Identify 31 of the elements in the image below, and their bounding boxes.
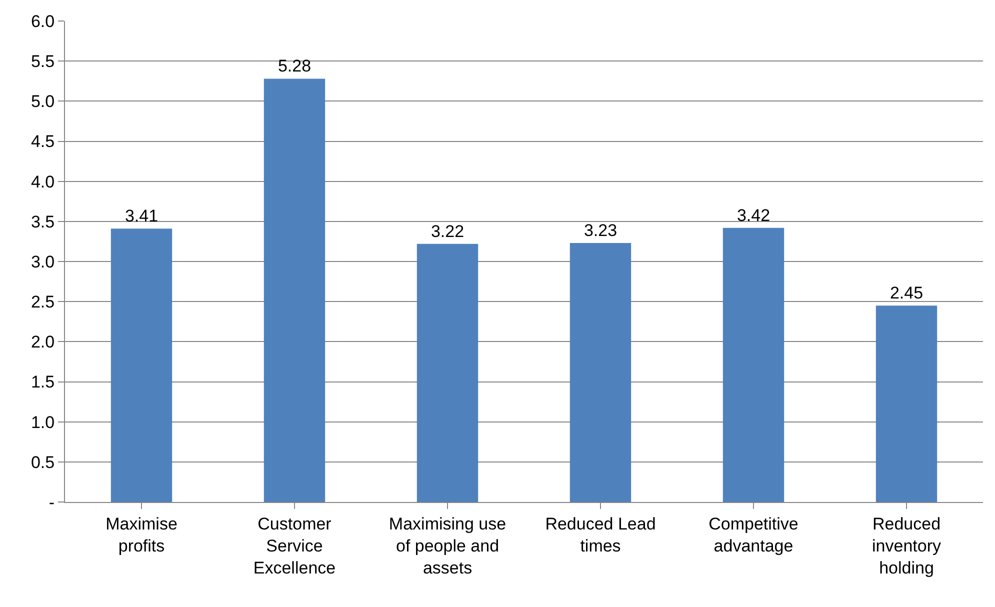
y-tick-label: - (48, 492, 55, 512)
y-tick-label: 4.0 (30, 172, 55, 192)
x-tick-label: Customer Service Excellence (253, 514, 336, 578)
y-tick-label: 1.0 (30, 412, 55, 432)
data-label: 3.22 (430, 222, 464, 241)
y-tick-label: 1.5 (30, 372, 55, 392)
bar (110, 228, 172, 502)
y-tick-label: 3.5 (30, 212, 55, 232)
x-tick-label: Competitive advantage (708, 514, 798, 556)
x-tick-label: Reduced inventory holding (872, 514, 942, 578)
data-label: 3.23 (584, 221, 618, 240)
data-label: 3.41 (124, 206, 158, 226)
y-tick-label: 2.0 (30, 332, 55, 352)
data-label: 5.28 (278, 56, 312, 76)
y-tick-label: 5.5 (30, 52, 55, 72)
y-tick-label: 2.5 (30, 292, 55, 312)
y-tick-label: 0.5 (30, 452, 55, 472)
bar (876, 306, 938, 502)
y-tick-label: 3.0 (30, 252, 55, 272)
y-tick-label: 5.0 (30, 92, 55, 112)
bar (416, 244, 478, 502)
bar (264, 78, 326, 502)
y-tick-label: 4.5 (30, 132, 55, 152)
x-tick-label: Maximising use of people and assets (388, 514, 506, 578)
data-label: 3.42 (736, 206, 770, 225)
bar (722, 228, 784, 502)
bar (570, 243, 632, 502)
x-tick-label: Reduced Lead times (545, 514, 656, 556)
x-tick-label: Maximise profits (106, 514, 178, 556)
data-label: 2.45 (890, 284, 924, 303)
y-tick-label: 6.0 (30, 12, 55, 31)
